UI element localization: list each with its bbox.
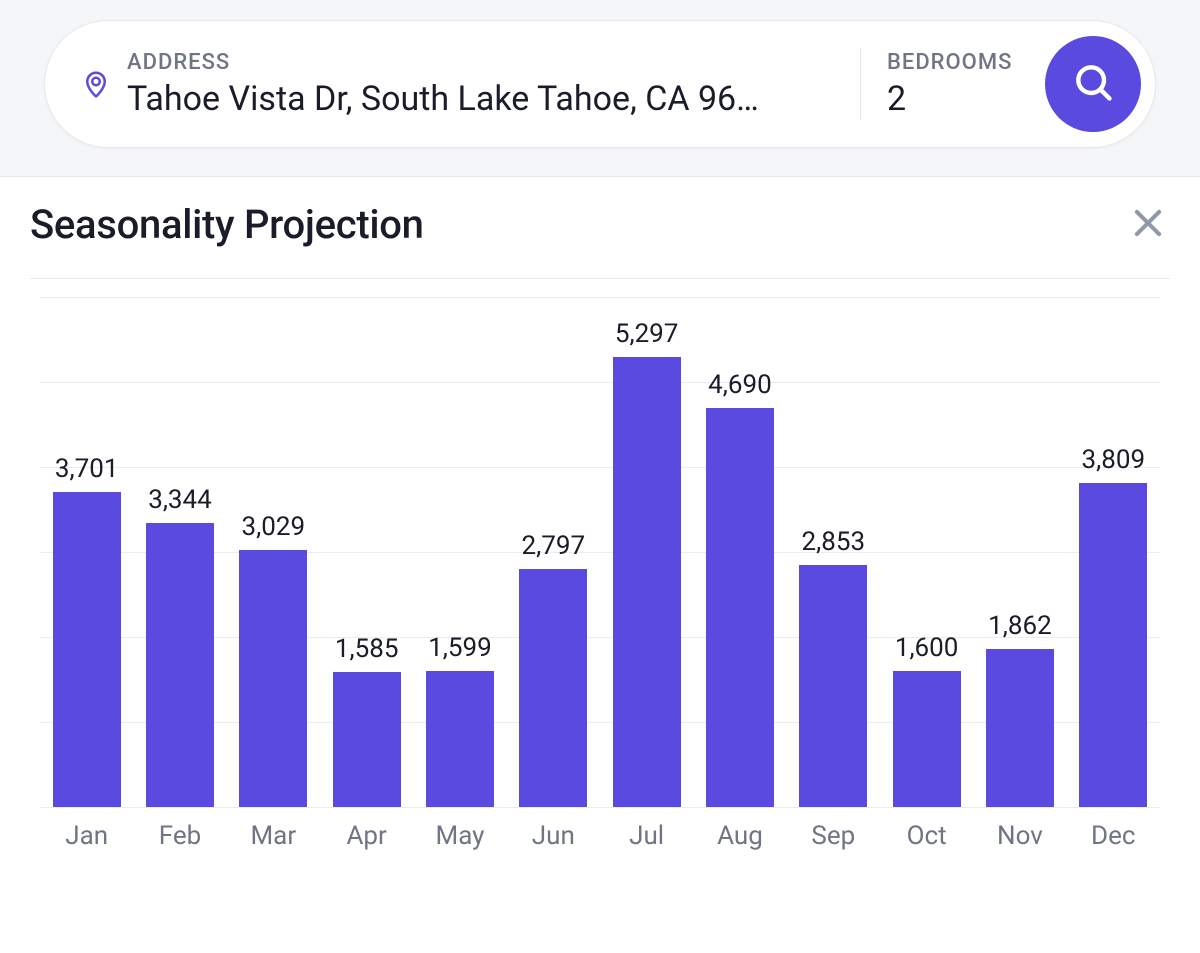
bar-value-label: 3,701 <box>55 454 119 484</box>
chart-bar: 2,797 <box>507 297 600 807</box>
chart-bar: 1,599 <box>413 297 506 807</box>
chart-bar: 3,701 <box>40 297 133 807</box>
chart-bar: 5,297 <box>600 297 693 807</box>
bar-rect <box>53 492 121 807</box>
bar-value-label: 1,585 <box>335 634 399 664</box>
search-icon <box>1071 60 1115 108</box>
bar-rect <box>146 523 214 807</box>
bar-rect <box>426 671 494 807</box>
seasonality-chart: 3,701 3,344 3,029 1,585 1,599 2,797 5,297 4,690… <box>30 297 1170 857</box>
address-label: ADDRESS <box>127 50 759 75</box>
chart-bar: 1,600 <box>880 297 973 807</box>
bar-value-label: 4,690 <box>708 370 772 400</box>
seasonality-panel: Seasonality Projection 3,701 3,344 3,029 1,… <box>0 177 1200 857</box>
x-axis-label: Dec <box>1067 821 1160 851</box>
bar-rect <box>239 550 307 807</box>
bar-value-label: 5,297 <box>615 319 679 349</box>
chart-bars: 3,701 3,344 3,029 1,585 1,599 2,797 5,297 4,690… <box>40 297 1160 807</box>
bar-value-label: 1,599 <box>428 633 492 663</box>
bar-value-label: 1,600 <box>895 633 959 663</box>
x-axis-label: Oct <box>880 821 973 851</box>
chart-bar: 2,853 <box>787 297 880 807</box>
bar-rect <box>986 649 1054 807</box>
panel-header: Seasonality Projection <box>30 201 1170 278</box>
chart-bar: 3,344 <box>133 297 226 807</box>
search-pill: ADDRESS Tahoe Vista Dr, South Lake Tahoe… <box>44 20 1156 148</box>
x-axis-label: Jan <box>40 821 133 851</box>
bar-rect <box>333 672 401 807</box>
bar-value-label: 1,862 <box>988 611 1052 641</box>
bedrooms-label: BEDROOMS <box>887 50 1037 75</box>
bar-rect <box>799 565 867 808</box>
bar-rect <box>1079 483 1147 807</box>
chart-bar: 4,690 <box>693 297 786 807</box>
x-axis-label: Nov <box>973 821 1066 851</box>
bar-rect <box>893 671 961 807</box>
panel-divider <box>30 278 1170 279</box>
address-section[interactable]: ADDRESS Tahoe Vista Dr, South Lake Tahoe… <box>79 21 838 147</box>
bedrooms-value[interactable]: 2 <box>887 79 1037 119</box>
bar-value-label: 3,809 <box>1081 445 1145 475</box>
x-axis-label: Jul <box>600 821 693 851</box>
panel-title: Seasonality Projection <box>30 201 424 248</box>
x-axis-label: Sep <box>787 821 880 851</box>
bar-rect <box>706 408 774 807</box>
chart-bar: 3,809 <box>1067 297 1160 807</box>
bar-value-label: 3,029 <box>242 512 306 542</box>
grid-line <box>40 807 1160 808</box>
chart-x-axis: JanFebMarAprMayJunJulAugSepOctNovDec <box>40 821 1160 851</box>
x-axis-label: Apr <box>320 821 413 851</box>
chart-bar: 3,029 <box>227 297 320 807</box>
chart-bar: 1,585 <box>320 297 413 807</box>
close-button[interactable] <box>1126 203 1170 247</box>
bedrooms-section[interactable]: BEDROOMS 2 <box>887 21 1037 147</box>
bar-value-label: 2,853 <box>802 527 866 557</box>
x-axis-label: May <box>413 821 506 851</box>
bar-value-label: 3,344 <box>148 485 212 515</box>
x-axis-label: Aug <box>693 821 786 851</box>
location-pin-icon <box>79 67 113 101</box>
bar-value-label: 2,797 <box>522 531 586 561</box>
address-value[interactable]: Tahoe Vista Dr, South Lake Tahoe, CA 96… <box>127 79 759 119</box>
x-axis-label: Mar <box>227 821 320 851</box>
bar-rect <box>613 357 681 807</box>
search-strip: ADDRESS Tahoe Vista Dr, South Lake Tahoe… <box>0 0 1200 177</box>
chart-bar: 1,862 <box>973 297 1066 807</box>
x-axis-label: Feb <box>133 821 226 851</box>
pill-divider <box>860 48 861 120</box>
x-axis-label: Jun <box>507 821 600 851</box>
close-icon <box>1129 204 1167 246</box>
bar-rect <box>519 569 587 807</box>
search-button[interactable] <box>1045 36 1141 132</box>
